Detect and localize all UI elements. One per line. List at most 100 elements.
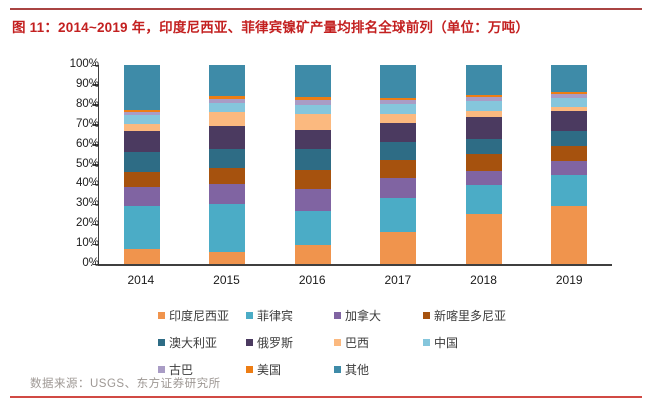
data-source: 数据来源：USGS、东方证券研究所: [30, 378, 221, 390]
legend-label: 印度尼西亚: [169, 309, 230, 323]
bar-slot-2017: [356, 65, 442, 264]
stacked-bar-2017: [380, 65, 417, 264]
bar-segment: [380, 103, 417, 114]
bar-segment: [465, 138, 502, 154]
y-axis-tick-label: 50%: [75, 157, 99, 170]
bar-segment: [123, 114, 160, 124]
x-axis-labels: 2014 2015 2016 2017 2018 2019: [98, 273, 612, 287]
legend-swatch-icon: [246, 366, 253, 373]
bar-slot-2018: [441, 65, 527, 264]
bar-segment: [294, 245, 331, 264]
y-axis-tick: [92, 263, 98, 265]
legend-swatch-icon: [246, 339, 253, 346]
legend-item-9: 美国: [246, 361, 334, 378]
bar-segment: [380, 178, 417, 199]
bar-segment: [209, 148, 246, 168]
bar-segment: [209, 95, 246, 99]
bar-segment: [465, 153, 502, 172]
legend-swatch-icon: [423, 339, 430, 346]
bar-segment: [380, 97, 417, 100]
bar-segment: [294, 211, 331, 246]
bar-segment: [294, 113, 331, 130]
y-axis-tick: [92, 144, 98, 146]
bar-segment: [123, 249, 160, 264]
legend-label: 其他: [345, 363, 370, 377]
bar-segment: [209, 167, 246, 185]
bar-segment: [123, 206, 160, 250]
y-axis-tick: [92, 104, 98, 106]
y-axis-tick: [92, 183, 98, 186]
legend-label: 新喀里多尼亚: [434, 309, 507, 323]
bar-segment: [380, 65, 417, 98]
x-axis-label-2017: 2017: [384, 273, 412, 287]
bar-segment: [380, 113, 417, 123]
bar-segment: [551, 206, 588, 264]
bar-segment: [380, 141, 417, 160]
legend-item-2: 加拿大: [334, 307, 423, 324]
bar-segment: [123, 151, 160, 173]
bar-segment: [551, 106, 588, 111]
bar-segment: [380, 159, 417, 179]
bar-segment: [294, 65, 331, 97]
legend-label: 古巴: [169, 363, 194, 377]
bar-segment: [123, 123, 160, 131]
y-axis-tick-label: 60%: [75, 137, 99, 150]
stacked-bar-2018: [465, 65, 502, 264]
bar-slot-2016: [270, 65, 356, 264]
y-axis-tick-label: 30%: [75, 197, 99, 210]
y-axis-tick-label: 0%: [82, 257, 99, 269]
y-axis-tick: [92, 64, 98, 66]
bar-segment: [209, 65, 246, 96]
bar-segment: [465, 116, 502, 139]
chart-legend: 印度尼西亚 菲律宾 加拿大 新喀里多尼亚 澳大利亚 俄罗斯 巴西 中国 古巴 美国 其他: [158, 302, 553, 383]
stacked-bar-2019: [551, 65, 588, 264]
legend-swatch-icon: [246, 312, 253, 319]
legend-item-1: 菲律宾: [246, 307, 334, 324]
stacked-bar-chart: 0% 10% 20% 30% 40% 50% 60% 70% 80% 90% 100%: [70, 58, 612, 269]
bar-segment: [123, 130, 160, 152]
legend-item-10: 其他: [334, 361, 423, 378]
legend-swatch-icon: [334, 366, 341, 373]
bar-segment: [465, 214, 502, 264]
bar-segment: [123, 187, 160, 207]
y-axis-tick-label: 80%: [75, 97, 99, 110]
bar-segment: [551, 93, 588, 98]
bar-segment: [465, 110, 502, 117]
top-divider: [10, 8, 642, 10]
bar-segment: [551, 160, 588, 176]
bar-segment: [209, 125, 246, 149]
stacked-bar-2016: [294, 65, 331, 264]
bar-segment: [209, 204, 246, 253]
y-axis-tick-label: 70%: [75, 117, 99, 130]
bottom-divider: [10, 396, 642, 398]
bar-segment: [209, 111, 246, 126]
x-axis-label-2019: 2019: [555, 273, 583, 287]
bar-segment: [123, 109, 160, 112]
x-axis-label-2018: 2018: [470, 273, 497, 287]
bar-segment: [294, 189, 331, 212]
legend-label: 澳大利亚: [169, 336, 218, 350]
legend-swatch-icon: [158, 366, 165, 373]
bar-segment: [209, 98, 246, 103]
y-axis-tick: [92, 164, 98, 166]
legend-swatch-icon: [423, 312, 430, 319]
stacked-bar-2014: [123, 65, 160, 264]
bar-slot-2019: [527, 65, 613, 264]
legend-item-0: 印度尼西亚: [158, 307, 246, 324]
legend-label: 菲律宾: [257, 309, 294, 323]
bar-segment: [294, 169, 331, 190]
figure-title: 图 11：2014~2019 年，印度尼西亚、菲律宾镍矿产量均排名全球前列（单位…: [12, 20, 530, 35]
bar-segment: [551, 175, 588, 207]
legend-item-3: 新喀里多尼亚: [423, 307, 553, 324]
bar-segment: [294, 129, 331, 149]
bar-segment: [123, 172, 160, 188]
bar-segment: [465, 100, 502, 111]
y-axis-tick: [92, 84, 98, 86]
bars-container: [99, 65, 612, 264]
bar-segment: [209, 184, 246, 205]
bar-segment: [465, 65, 502, 95]
bar-segment: [294, 104, 331, 114]
bar-segment: [551, 110, 588, 131]
y-axis-tick-label: 20%: [75, 217, 99, 230]
